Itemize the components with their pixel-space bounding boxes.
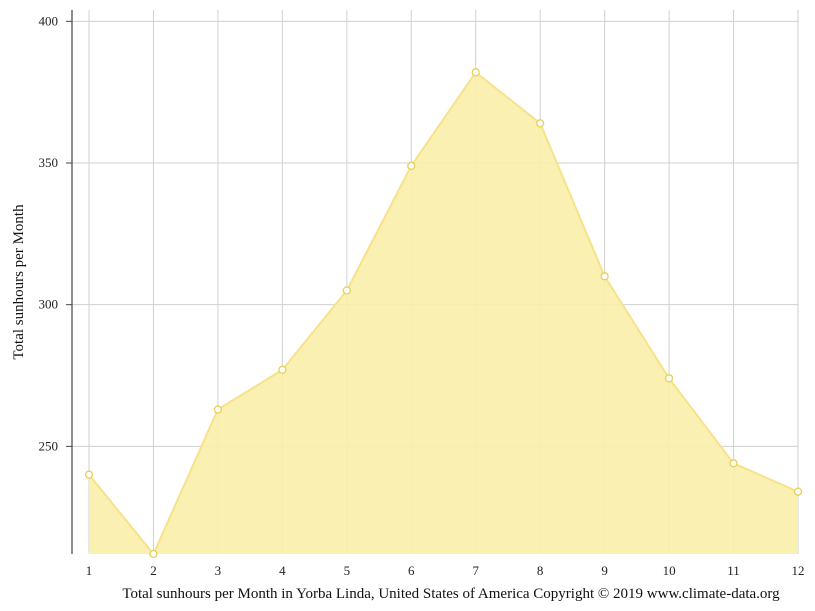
- data-point: [471, 68, 480, 77]
- data-point: [278, 365, 287, 374]
- series-line: [88, 70, 799, 556]
- x-tick-label: 10: [663, 563, 676, 578]
- x-tick-label: 5: [344, 563, 351, 578]
- x-tick-label: 1: [86, 563, 93, 578]
- y-axis-title: Total sunhours per Month: [11, 204, 27, 360]
- y-tick-label: 250: [39, 438, 59, 453]
- data-point: [213, 405, 223, 414]
- x-tick-label: 11: [727, 563, 740, 578]
- x-tick-label: 9: [601, 563, 608, 578]
- y-tick-label: 350: [39, 155, 59, 170]
- data-point: [342, 286, 351, 295]
- area-fill: [89, 72, 798, 554]
- x-tick-label: 7: [472, 563, 479, 578]
- area-series: [88, 70, 799, 556]
- chart-caption: Total sunhours per Month in Yorba Linda,…: [122, 586, 780, 602]
- data-point: [536, 119, 545, 128]
- data-point: [793, 487, 803, 496]
- x-tick-label: 2: [150, 563, 157, 578]
- x-tick-label: 8: [537, 563, 544, 578]
- y-tick-label: 400: [39, 13, 59, 28]
- x-tick-label: 3: [215, 563, 222, 578]
- x-tick-label: 4: [279, 563, 286, 578]
- data-point: [664, 374, 674, 383]
- data-point: [407, 161, 416, 170]
- x-tick-label: 12: [792, 563, 805, 578]
- data-point: [729, 459, 738, 468]
- data-point: [84, 470, 94, 479]
- x-tick-label: 6: [408, 563, 415, 578]
- data-markers: [84, 68, 803, 559]
- data-point: [600, 272, 609, 281]
- data-point: [149, 549, 158, 559]
- axes: [66, 10, 73, 554]
- y-tick-label: 300: [39, 297, 59, 312]
